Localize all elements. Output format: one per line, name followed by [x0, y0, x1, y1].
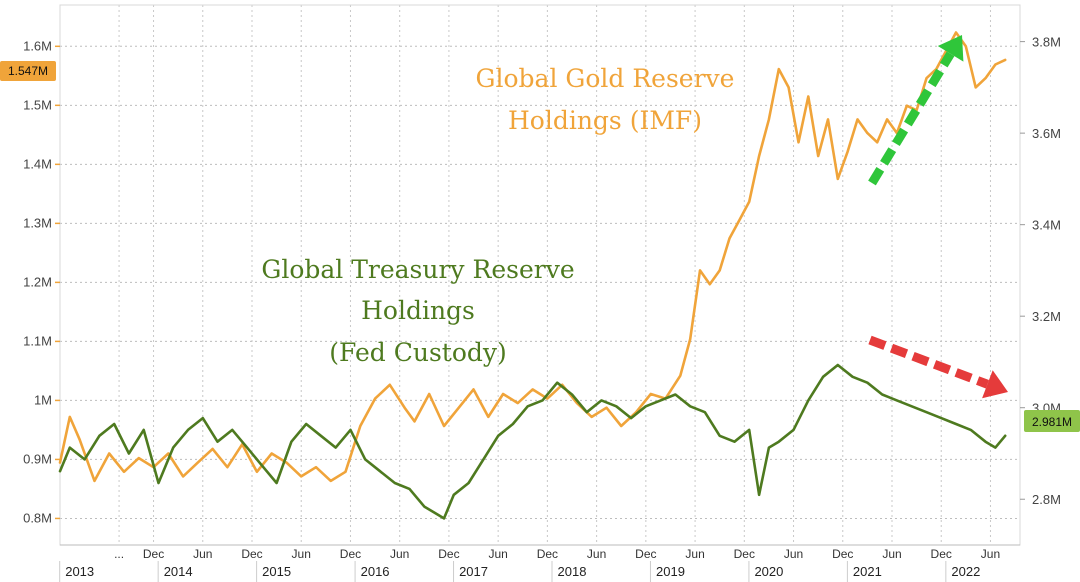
- green-up-arrow: [868, 35, 964, 186]
- left-tick-label: 1.1M: [23, 333, 52, 348]
- gold-last-value-badge: 1.547M: [0, 61, 56, 81]
- left-tick-label: 1.2M: [23, 274, 52, 289]
- x-tick-label: ...: [114, 547, 124, 561]
- left-axis: 0.8M 0.9M 1M 1.1M 1.2M 1.3M 1.4M 1.5M 1.6M: [23, 38, 60, 525]
- x-tick-label: Dec: [241, 547, 262, 561]
- gold-annotation: Global Gold Reserve Holdings (IMF): [476, 64, 735, 135]
- year-label: 2016: [361, 564, 390, 579]
- treasury-annotation-line-1: Global Treasury Reserve: [261, 255, 574, 284]
- left-tick-label: 1M: [34, 392, 52, 407]
- gridlines: [60, 5, 1020, 545]
- gold-last-value-label: 1.547M: [8, 64, 48, 78]
- gold-last-value-badge-bg: [0, 61, 56, 81]
- right-tick-label: 3.8M: [1032, 35, 1061, 50]
- treasury-series-line: [58, 363, 1007, 520]
- left-tick-label: 0.8M: [23, 510, 52, 525]
- x-tick-label: Jun: [193, 547, 212, 561]
- year-label: 2014: [164, 564, 193, 579]
- x-tick-label: Jun: [587, 547, 606, 561]
- left-tick-label: 1.3M: [23, 215, 52, 230]
- arrow-layer: [868, 35, 1008, 399]
- x-tick-label: Dec: [734, 547, 755, 561]
- year-label: 2022: [951, 564, 980, 579]
- series-layer: [58, 31, 1007, 520]
- year-label: 2021: [853, 564, 882, 579]
- treasury-annotation-line-3: (Fed Custody): [329, 338, 507, 367]
- treasury-last-value-badge-bg: [1024, 410, 1080, 432]
- gold-annotation-line-2: Holdings (IMF): [508, 106, 702, 135]
- x-tick-label: Jun: [981, 547, 1000, 561]
- right-tick-label: 2.8M: [1032, 492, 1061, 507]
- year-label: 2015: [262, 564, 291, 579]
- x-tick-label: Jun: [882, 547, 901, 561]
- right-tick-label: 3.6M: [1032, 126, 1061, 141]
- x-tick-label: Dec: [340, 547, 361, 561]
- x-tick-label: Jun: [784, 547, 803, 561]
- x-axis: ... Dec Jun Dec Jun Dec Jun Dec Jun Dec Jun Dec Jun D…: [59, 544, 1020, 582]
- x-tick-label: Dec: [438, 547, 459, 561]
- treasury-last-value-badge: 2.981M: [1024, 410, 1080, 432]
- left-tick-label: 1.5M: [23, 97, 52, 112]
- gold-series-line: [58, 31, 1007, 483]
- treasury-annotation: Global Treasury Reserve Holdings (Fed Cu…: [261, 255, 574, 367]
- x-tick-label: Jun: [685, 547, 704, 561]
- year-label: 2020: [754, 564, 783, 579]
- x-tick-label: Dec: [832, 547, 853, 561]
- x-tick-label: Jun: [390, 547, 409, 561]
- year-label: 2018: [558, 564, 587, 579]
- gold-annotation-line-1: Global Gold Reserve: [476, 64, 735, 93]
- treasury-last-value-label: 2.981M: [1032, 415, 1072, 429]
- x-tick-label: Dec: [537, 547, 558, 561]
- x-tick-label: Dec: [143, 547, 164, 561]
- x-tick-label: Jun: [292, 547, 311, 561]
- left-tick-label: 1.4M: [23, 156, 52, 171]
- right-tick-label: 3.2M: [1032, 309, 1061, 324]
- left-tick-label: 1.6M: [23, 38, 52, 53]
- red-down-arrow: [868, 335, 1008, 399]
- x-tick-label: Dec: [635, 547, 656, 561]
- left-tick-label: 0.9M: [23, 451, 52, 466]
- year-label: 2019: [656, 564, 685, 579]
- treasury-annotation-line-2: Holdings: [361, 296, 475, 325]
- year-label: 2017: [459, 564, 488, 579]
- right-tick-label: 3.4M: [1032, 218, 1061, 233]
- year-label: 2013: [65, 564, 94, 579]
- x-tick-label: Jun: [488, 547, 507, 561]
- x-tick-label: Dec: [931, 547, 952, 561]
